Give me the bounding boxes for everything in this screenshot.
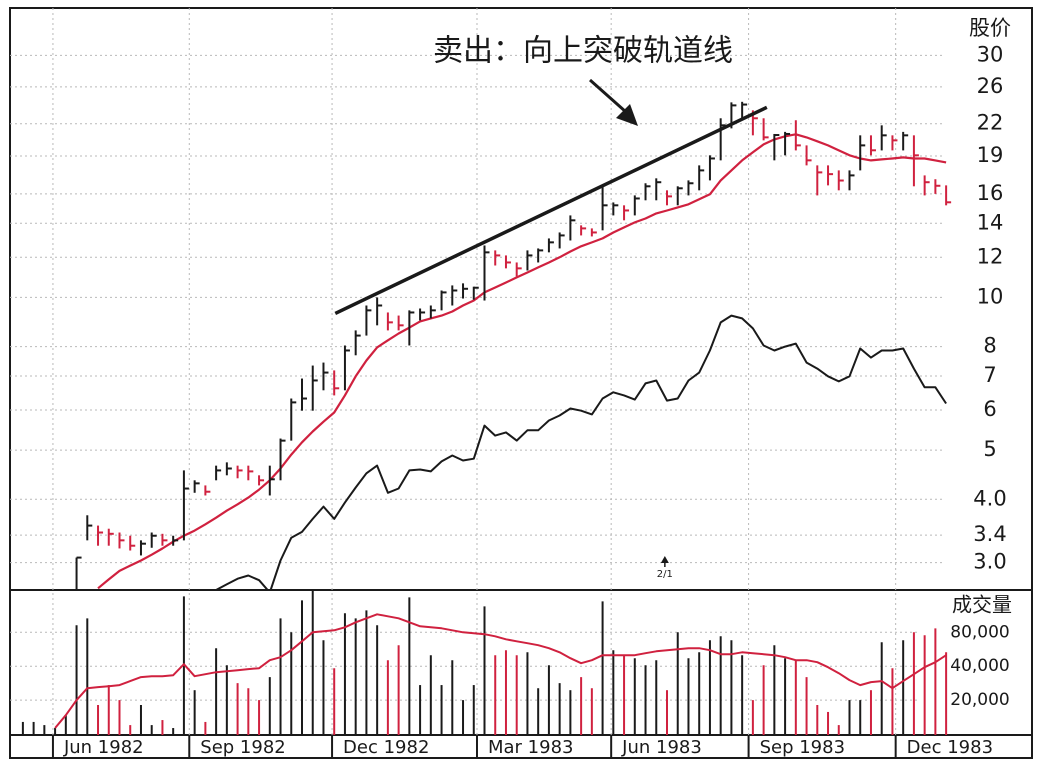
volume-moving-average-line bbox=[54, 613, 947, 729]
relative-strength-line bbox=[215, 314, 947, 590]
x-tick-label: Dec 1982 bbox=[343, 737, 429, 758]
volume-panel bbox=[21, 590, 948, 735]
volume-tick-label: 40,000 bbox=[950, 656, 1009, 676]
moving-average-line bbox=[97, 133, 947, 590]
marks bbox=[21, 101, 952, 735]
y-tick-label: 5 bbox=[983, 437, 996, 461]
x-tick-label: Sep 1982 bbox=[200, 737, 285, 758]
y-tick-label: 22 bbox=[977, 111, 1004, 135]
x-tick-label: Jun 1983 bbox=[621, 737, 702, 758]
y-tick-label: 10 bbox=[977, 284, 1004, 308]
y-tick-label: 6 bbox=[983, 397, 996, 421]
volume-tick-label: 80,000 bbox=[950, 622, 1009, 642]
y-axis-title: 股价 bbox=[969, 16, 1011, 40]
y-tick-label: 30 bbox=[977, 42, 1004, 66]
y-tick-label: 16 bbox=[977, 181, 1004, 205]
y-tick-label: 4.0 bbox=[973, 486, 1006, 510]
split-marker bbox=[660, 556, 669, 563]
trend-line bbox=[334, 105, 768, 315]
grid bbox=[10, 8, 945, 735]
x-tick-label: Sep 1983 bbox=[760, 737, 845, 758]
frame bbox=[9, 7, 1033, 759]
x-tick-label: Dec 1983 bbox=[907, 737, 993, 758]
y-tick-label: 14 bbox=[977, 210, 1004, 234]
annotation-arrow bbox=[589, 78, 627, 114]
x-tick-label: Jun 1982 bbox=[63, 737, 144, 758]
y-tick-label: 7 bbox=[983, 363, 996, 387]
y-tick-label: 12 bbox=[977, 244, 1004, 268]
price-panel bbox=[75, 101, 952, 590]
y-tick-label: 3.4 bbox=[973, 522, 1006, 546]
split-label: 2/1 bbox=[657, 569, 673, 580]
volume-tick-label: 20,000 bbox=[950, 690, 1009, 710]
annotation-arrowhead bbox=[616, 104, 638, 126]
y-tick-label: 19 bbox=[977, 143, 1004, 167]
y-tick-label: 26 bbox=[977, 74, 1004, 98]
volume-axis-title: 成交量 bbox=[952, 593, 1012, 617]
chart-title: 卖出：向上突破轨道线 bbox=[433, 34, 733, 69]
y-tick-label: 8 bbox=[983, 334, 996, 358]
x-tick-label: Mar 1983 bbox=[488, 737, 574, 758]
y-tick-label: 3.0 bbox=[973, 550, 1006, 574]
